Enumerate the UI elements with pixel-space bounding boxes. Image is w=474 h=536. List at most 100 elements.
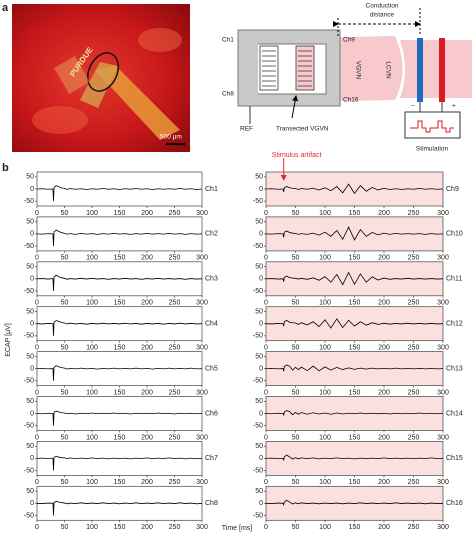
x-tick-label: 150: [349, 210, 361, 217]
x-tick-label: 250: [408, 434, 420, 441]
x-tick-label: 50: [61, 255, 69, 262]
y-tick-label: 50: [26, 353, 34, 360]
x-tick-label: 250: [169, 524, 181, 531]
nerve-label: LCVN: [384, 61, 391, 79]
y-tick-label: 0: [30, 321, 34, 328]
x-tick-label: 0: [264, 300, 268, 307]
x-tick-label: 100: [319, 210, 331, 217]
channel-label: Ch3: [205, 276, 218, 283]
x-tick-label: 100: [319, 479, 331, 486]
transected-label: Transected VGVN: [276, 126, 329, 133]
polarity-label: −: [411, 103, 415, 110]
x-tick-label: 200: [378, 300, 390, 307]
y-tick-label: 0: [259, 276, 263, 283]
x-tick-label: 50: [292, 300, 300, 307]
y-tick-label: 0: [259, 321, 263, 328]
trace: [265, 410, 444, 416]
y-tick-label: 0: [30, 500, 34, 507]
x-tick-label: 100: [86, 524, 98, 531]
x-tick-label: 100: [86, 345, 98, 352]
x-tick-label: 50: [61, 345, 69, 352]
x-tick-label: 200: [378, 345, 390, 352]
y-tick-label: 0: [30, 455, 34, 462]
x-tick-label: 0: [35, 479, 39, 486]
panel-label: a: [2, 2, 9, 14]
trace: [265, 499, 444, 507]
stimulation-label: Stimulation: [416, 146, 449, 153]
channel-label: Ch8: [222, 91, 234, 98]
x-axis-label: Time [ms]: [222, 525, 253, 532]
channel-label: Ch1: [205, 186, 218, 193]
x-tick-label: 50: [61, 389, 69, 396]
y-tick-label: -50: [253, 378, 263, 385]
y-tick-label: 50: [255, 443, 263, 450]
x-tick-label: 250: [169, 345, 181, 352]
x-tick-label: 50: [292, 434, 300, 441]
x-tick-label: 50: [61, 479, 69, 486]
y-tick-label: -50: [253, 288, 263, 295]
x-tick-label: 100: [319, 255, 331, 262]
x-tick-label: 100: [86, 389, 98, 396]
x-tick-label: 0: [264, 524, 268, 531]
trace: [36, 455, 203, 471]
x-tick-label: 200: [141, 434, 153, 441]
trace: [36, 500, 203, 516]
x-tick-label: 50: [61, 300, 69, 307]
x-tick-label: 50: [292, 479, 300, 486]
x-tick-label: 250: [408, 524, 420, 531]
x-tick-label: 200: [378, 210, 390, 217]
x-tick-label: 200: [141, 524, 153, 531]
y-tick-label: 0: [30, 365, 34, 372]
x-tick-label: 50: [61, 210, 69, 217]
x-tick-label: 150: [114, 255, 126, 262]
x-tick-label: 50: [292, 210, 300, 217]
x-tick-label: 200: [378, 389, 390, 396]
trace: [36, 185, 203, 202]
channel-label: Ch1: [222, 37, 234, 44]
nerve-label: VGVN: [354, 61, 361, 80]
y-tick-label: 50: [26, 174, 34, 181]
y-tick-label: 0: [30, 276, 34, 283]
y-tick-label: -50: [24, 333, 34, 340]
x-tick-label: 0: [35, 210, 39, 217]
x-tick-label: 150: [349, 479, 361, 486]
x-tick-label: 250: [169, 210, 181, 217]
y-tick-label: 0: [259, 500, 263, 507]
x-tick-label: 250: [169, 434, 181, 441]
conduction-label: distance: [370, 12, 395, 19]
x-tick-label: 200: [141, 255, 153, 262]
x-tick-label: 300: [196, 434, 208, 441]
x-tick-label: 150: [349, 300, 361, 307]
y-tick-label: 50: [255, 264, 263, 271]
x-tick-label: 200: [141, 345, 153, 352]
x-tick-label: 150: [114, 300, 126, 307]
y-tick-label: -50: [24, 198, 34, 205]
x-tick-label: 250: [169, 479, 181, 486]
x-tick-label: 300: [437, 300, 449, 307]
x-tick-label: 100: [86, 434, 98, 441]
x-tick-label: 200: [378, 434, 390, 441]
x-tick-label: 300: [196, 524, 208, 531]
x-tick-label: 100: [319, 389, 331, 396]
x-tick-label: 0: [264, 389, 268, 396]
ref-label: REF: [240, 126, 253, 133]
x-tick-label: 250: [169, 300, 181, 307]
x-tick-label: 200: [141, 210, 153, 217]
x-tick-label: 50: [292, 255, 300, 262]
channel-label: Ch15: [446, 455, 463, 462]
trace: [265, 454, 444, 461]
x-tick-label: 50: [61, 434, 69, 441]
y-tick-label: -50: [253, 422, 263, 429]
x-tick-label: 300: [196, 210, 208, 217]
y-tick-label: -50: [253, 333, 263, 340]
x-tick-label: 50: [292, 345, 300, 352]
x-tick-label: 250: [408, 479, 420, 486]
channel-label: Ch5: [205, 365, 218, 372]
x-tick-label: 150: [114, 479, 126, 486]
y-tick-label: 50: [26, 488, 34, 495]
x-tick-label: 50: [292, 524, 300, 531]
annotation: Stimulus artifact: [272, 152, 322, 159]
y-tick-label: -50: [24, 378, 34, 385]
x-tick-label: 0: [35, 524, 39, 531]
